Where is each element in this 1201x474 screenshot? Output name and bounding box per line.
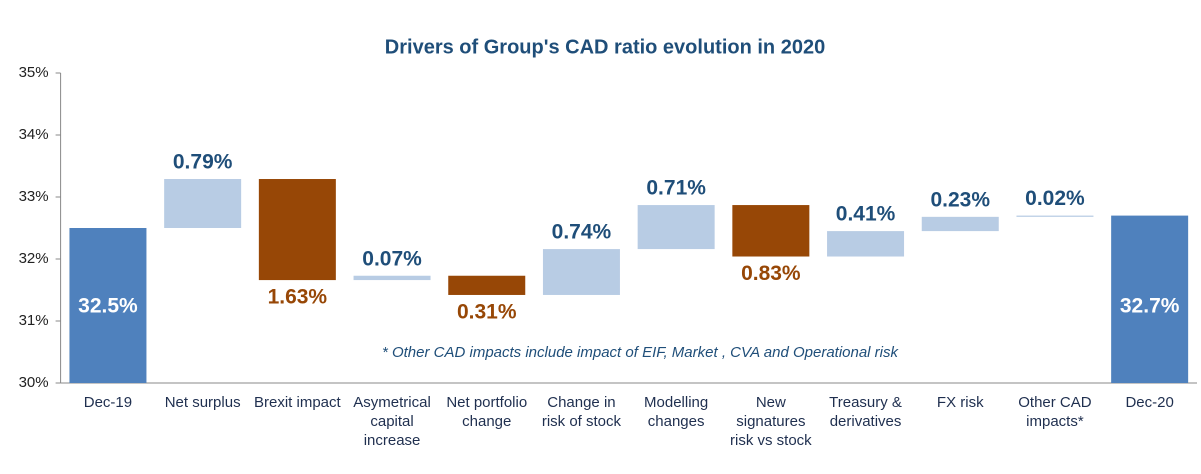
x-label-box: FX risk (936, 394, 984, 411)
x-label-box: Modelling changes (644, 394, 709, 430)
x-tick-label: Net portfolio change (446, 394, 528, 430)
x-tick-label: Dec-19 (83, 394, 133, 411)
x-tick-label: New signatures risk vs stock (730, 394, 812, 449)
value-label: 0.71% (646, 177, 706, 200)
y-tick-label: 32% (19, 250, 49, 267)
bar (921, 216, 999, 232)
y-tick-label: 31% (19, 312, 49, 329)
bar (353, 275, 431, 281)
bar (732, 205, 810, 257)
x-label-box: Net surplus (164, 394, 241, 411)
x-tick-label: Brexit impact (253, 394, 341, 411)
value-label: 0.83% (741, 262, 801, 285)
x-label-box: Change in risk of stock (541, 394, 622, 430)
annotation: * Other CAD impacts include impact of EI… (382, 344, 900, 361)
value-label: 0.23% (930, 188, 990, 211)
x-label-box: Asymetrical capital increase (353, 394, 431, 449)
value-label: 0.74% (552, 221, 612, 244)
x-tick-label: Net surplus (164, 394, 241, 411)
x-label-box: Net portfolio change (446, 394, 528, 430)
x-tick-label: Other CAD impacts* (1018, 394, 1092, 430)
y-tick-label: 33% (19, 188, 49, 205)
bar (69, 228, 147, 383)
y-tick-label: 35% (19, 64, 49, 81)
y-tick-label: 34% (19, 126, 49, 143)
value-label: 1.63% (268, 286, 328, 309)
x-label-box: Other CAD impacts* (1018, 394, 1092, 430)
bar (827, 231, 905, 257)
value-label: 32.7% (1120, 295, 1180, 318)
bar (542, 249, 620, 295)
chart-title: Drivers of Group's CAD ratio evolution i… (385, 36, 825, 58)
x-label-box: Treasury & derivatives (829, 394, 902, 430)
x-tick-label: FX risk (936, 394, 984, 411)
value-label: 32.5% (78, 295, 138, 318)
bar (637, 205, 715, 250)
y-tick-label: 30% (19, 374, 49, 391)
x-label-box: New signatures risk vs stock (730, 394, 812, 449)
x-tick-label: Asymetrical capital increase (353, 394, 431, 449)
x-tick-label: Modelling changes (644, 394, 709, 430)
x-label-box: Dec-20 (1125, 394, 1174, 411)
value-label: 0.02% (1025, 187, 1085, 210)
x-tick-label: Dec-20 (1125, 394, 1174, 411)
bar (258, 179, 336, 281)
bar (1111, 215, 1189, 383)
value-label: 0.79% (173, 151, 233, 174)
bar (164, 179, 242, 228)
x-tick-label: Change in risk of stock (541, 394, 622, 430)
x-label-box: Brexit impact (253, 394, 341, 411)
x-label-box: Dec-19 (83, 394, 133, 411)
value-label: 0.41% (836, 203, 896, 226)
bar (448, 275, 526, 295)
value-label: 0.31% (457, 301, 517, 324)
value-label: 0.07% (362, 247, 422, 270)
bar (1016, 215, 1094, 217)
x-tick-label: Treasury & derivatives (829, 394, 902, 430)
